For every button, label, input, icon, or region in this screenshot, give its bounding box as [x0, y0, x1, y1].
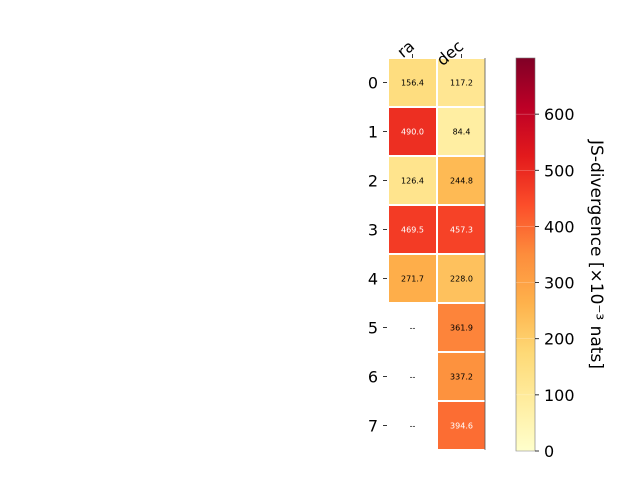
cell-missing-label: --: [410, 373, 416, 382]
cell-missing-label: --: [410, 422, 416, 431]
colorbar-tick-label: 200: [544, 330, 575, 349]
row-tick-label: 5: [368, 319, 378, 338]
heatmap-cell-3-dec: [438, 206, 485, 253]
colorbar-tick-label: 400: [544, 217, 575, 236]
heatmap-cell-5-dec: [438, 304, 485, 351]
heatmap-cell-7-dec: [438, 402, 485, 449]
heatmap-cell-4-ra: [389, 255, 436, 302]
cell-value-label: 361.9: [450, 324, 473, 333]
colorbar: 0 100 200 300 400 500 600 JS-divergence [×10⁻³ …: [515, 57, 606, 461]
heatmap-cell-1-ra: [389, 108, 436, 155]
column-tick-label: ra: [393, 37, 418, 62]
heatmap-cell-2-ra: [389, 157, 436, 204]
cell-value-label: 337.2: [450, 373, 473, 382]
cell-value-label: 490.0: [401, 128, 424, 137]
row-tick-label: 0: [368, 74, 378, 93]
heatmap-cell-1-dec: [438, 108, 485, 155]
row-tick-label: 2: [368, 172, 378, 191]
cell-value-label: 228.0: [450, 275, 473, 284]
cell-value-label: 156.4: [401, 79, 424, 88]
colorbar-tick-label: 600: [544, 105, 575, 124]
cell-value-label: 117.2: [450, 79, 473, 88]
row-tick-label: 6: [368, 368, 378, 387]
colorbar-gradient: [515, 57, 536, 452]
row-tick-label: 7: [368, 417, 378, 436]
heatmap-cell-4-dec: [438, 255, 485, 302]
colorbar-tick-label: 0: [544, 442, 554, 461]
colorbar-tick-label: 100: [544, 386, 575, 405]
cell-value-label: 271.7: [401, 275, 424, 284]
heatmap-cell-2-dec: [438, 157, 485, 204]
colorbar-tick-label: 500: [544, 161, 575, 180]
colorbar-tick-label: 300: [544, 274, 575, 293]
heatmap-cell-0-ra: [389, 59, 436, 106]
cell-value-label: 244.8: [450, 177, 473, 186]
cell-value-label: 457.3: [450, 226, 473, 235]
colorbar-label: JS-divergence [×10⁻³ nats]: [586, 139, 606, 369]
cell-value-label: 394.6: [450, 422, 473, 431]
cell-value-label: 126.4: [401, 177, 424, 186]
heatmap-cell-6-dec: [438, 353, 485, 400]
cell-value-label: 469.5: [401, 226, 424, 235]
row-tick-label: 3: [368, 221, 378, 240]
heatmap-cell-3-ra: [389, 206, 436, 253]
row-tick-label: 4: [368, 270, 378, 289]
heatmap-cells: 156.4 117.2 490.0 84.4 126.4 244.8 469.5 457.3 2…: [389, 59, 485, 449]
cell-missing-label: --: [410, 324, 416, 333]
heatmap-cell-0-dec: [438, 59, 485, 106]
cell-value-label: 84.4: [453, 128, 471, 137]
row-tick-label: 1: [368, 123, 378, 142]
